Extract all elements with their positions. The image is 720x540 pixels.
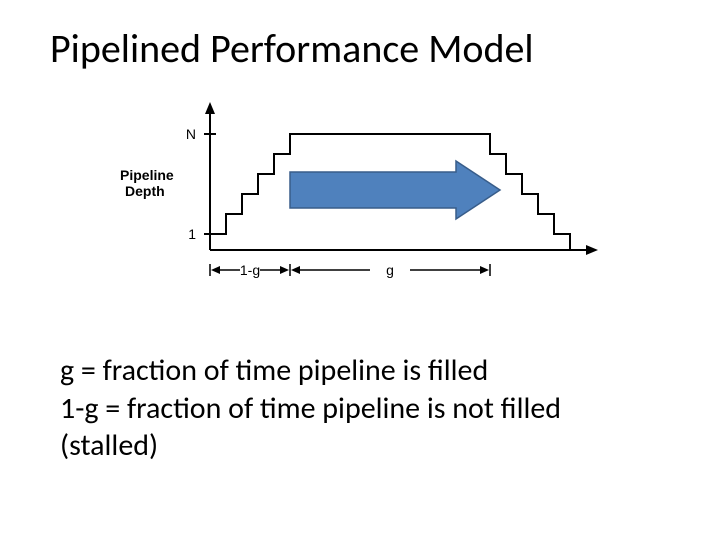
- y-axis-label: Pipeline Depth: [120, 167, 178, 199]
- caption-line-3: (stalled): [60, 427, 561, 465]
- caption-line-2: 1-g = fraction of time pipeline is not f…: [60, 390, 561, 428]
- slide: Pipelined Performance Model N 1 Pipeline…: [0, 0, 720, 540]
- x-span-label-g: g: [386, 262, 394, 278]
- y-tick-N: N: [186, 126, 216, 142]
- slide-title: Pipelined Performance Model: [50, 24, 534, 73]
- pipeline-depth-chart: N 1 Pipeline Depth: [110, 100, 610, 310]
- y-tick-label-N: N: [186, 126, 196, 142]
- y-axis: [205, 102, 215, 250]
- x-span-label-1mg: 1-g: [240, 262, 260, 278]
- caption-line-1: g = fraction of time pipeline is filled: [60, 352, 561, 390]
- y-tick-label-1: 1: [188, 226, 196, 242]
- caption-block: g = fraction of time pipeline is filled …: [60, 352, 561, 465]
- block-arrow: [290, 161, 500, 219]
- x-axis: [210, 245, 598, 255]
